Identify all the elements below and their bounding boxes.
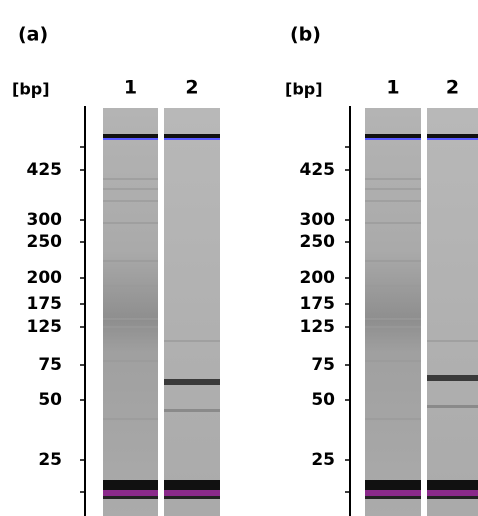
faint-band — [103, 340, 158, 342]
marker-label: 175 — [27, 294, 63, 314]
faint-band — [365, 360, 421, 362]
faint-band — [427, 405, 478, 408]
lower-marker-band — [427, 496, 478, 499]
unit-label: [bp] — [285, 80, 323, 99]
gel-lane — [427, 108, 478, 516]
faint-band — [103, 318, 158, 320]
faint-band — [427, 340, 478, 342]
faint-band — [365, 340, 421, 342]
gel-lane — [365, 108, 421, 516]
lower-marker-band — [103, 490, 158, 496]
lower-marker-band — [164, 496, 220, 499]
unit-label: [bp] — [12, 80, 50, 99]
faint-band — [103, 188, 158, 190]
panel-label: (a) — [18, 24, 48, 46]
lower-marker-band — [103, 496, 158, 499]
marker-label: 25 — [38, 450, 62, 470]
faint-band — [365, 418, 421, 420]
upper-marker-band — [365, 134, 421, 138]
faint-band — [103, 200, 158, 202]
lower-marker-band — [164, 490, 220, 496]
faint-band — [164, 409, 220, 412]
marker-label: 300 — [300, 210, 336, 230]
faint-band — [365, 222, 421, 224]
marker-label: 50 — [38, 390, 62, 410]
marker-label: 250 — [300, 232, 336, 252]
gel-lane — [103, 108, 158, 516]
lane-label: 2 — [446, 77, 459, 99]
marker-label: 25 — [311, 450, 335, 470]
gel-figure: (a)[bp]42530025020017512575502512(b)[bp]… — [0, 0, 478, 516]
faint-band — [365, 188, 421, 190]
faint-band — [365, 285, 421, 287]
lower-marker-band — [103, 480, 158, 490]
lower-marker-band — [427, 480, 478, 490]
faint-band — [103, 178, 158, 180]
faint-band — [103, 222, 158, 224]
upper-marker-band — [427, 134, 478, 138]
marker-label: 125 — [27, 317, 63, 337]
marker-label: 250 — [27, 232, 63, 252]
lane-label: 1 — [386, 77, 399, 99]
lower-marker-band — [365, 480, 421, 490]
marker-label: 75 — [311, 355, 335, 375]
lower-marker-band — [427, 490, 478, 496]
faint-band — [103, 285, 158, 287]
panel-label: (b) — [290, 24, 321, 46]
marker-label: 75 — [38, 355, 62, 375]
upper-marker-band — [164, 134, 220, 138]
faint-band — [164, 340, 220, 342]
upper-marker-band — [365, 138, 421, 140]
lower-marker-band — [365, 490, 421, 496]
product-band — [164, 379, 220, 385]
upper-marker-band — [103, 138, 158, 140]
faint-band — [103, 326, 158, 328]
faint-band — [103, 260, 158, 262]
upper-marker-band — [427, 138, 478, 140]
marker-label: 200 — [27, 268, 63, 288]
upper-marker-band — [103, 134, 158, 138]
faint-band — [365, 326, 421, 328]
marker-label: 300 — [27, 210, 63, 230]
marker-label: 200 — [300, 268, 336, 288]
faint-band — [365, 318, 421, 320]
faint-band — [103, 360, 158, 362]
lane-label: 1 — [124, 77, 137, 99]
product-band — [427, 375, 478, 381]
marker-label: 425 — [27, 160, 63, 180]
lane-label: 2 — [185, 77, 198, 99]
faint-band — [365, 178, 421, 180]
gel-lane — [164, 108, 220, 516]
lower-marker-band — [164, 480, 220, 490]
marker-label: 425 — [300, 160, 336, 180]
faint-band — [365, 200, 421, 202]
marker-label: 175 — [300, 294, 336, 314]
upper-marker-band — [164, 138, 220, 140]
faint-band — [365, 260, 421, 262]
lower-marker-band — [365, 496, 421, 499]
marker-label: 50 — [311, 390, 335, 410]
faint-band — [103, 418, 158, 420]
marker-label: 125 — [300, 317, 336, 337]
